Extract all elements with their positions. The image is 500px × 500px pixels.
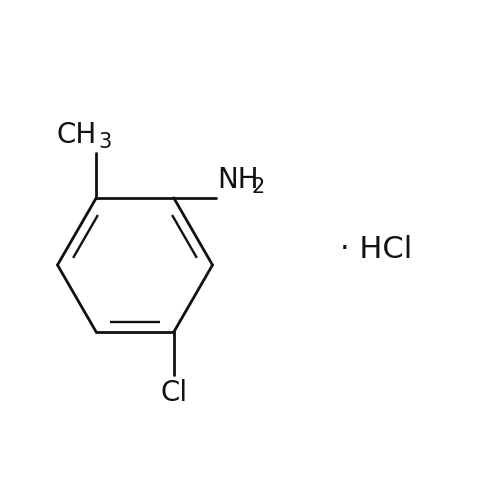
Text: · HCl: · HCl [340,236,412,264]
Text: 2: 2 [252,177,264,197]
Text: CH: CH [56,121,96,149]
Text: Cl: Cl [160,378,188,406]
Text: NH: NH [218,166,259,194]
Text: 3: 3 [99,132,112,152]
